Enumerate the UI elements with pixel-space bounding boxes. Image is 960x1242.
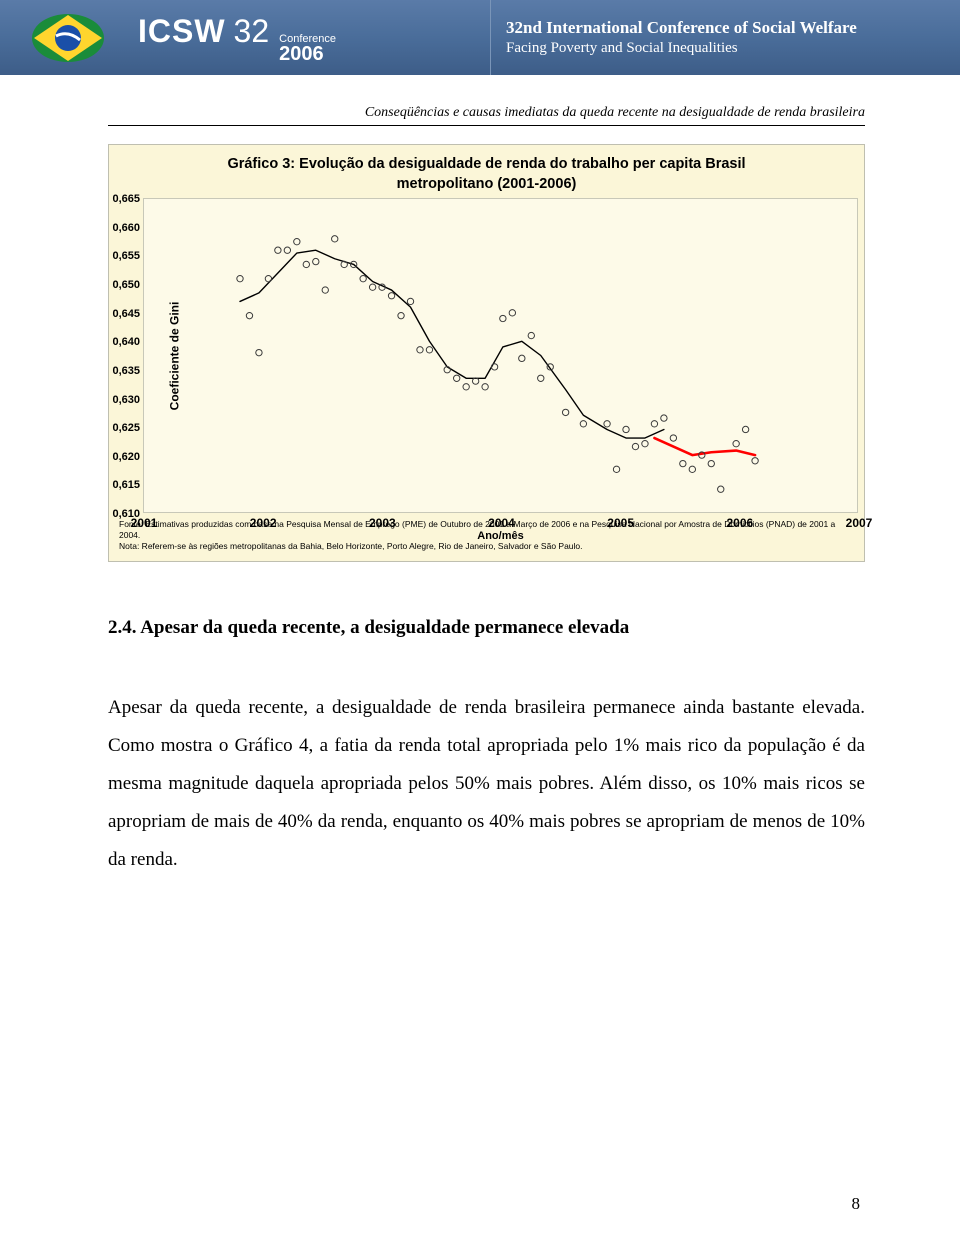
y-tick-label: 0,640 [102,336,140,348]
org-name: ICSW [138,13,226,50]
divider-line [108,125,865,126]
running-head: Conseqüências e causas imediatas da qued… [108,105,865,121]
section-heading: 2.4. Apesar da queda recente, a desigual… [108,617,865,639]
chart-title: Gráfico 3: Evolução da desigualdade de r… [115,155,858,194]
conf-number: 32 [234,13,270,50]
y-tick-label: 0,655 [102,250,140,262]
y-tick-label: 0,630 [102,394,140,406]
y-tick-label: 0,645 [102,308,140,320]
y-tick-label: 0,665 [102,193,140,205]
x-tick-label: 2003 [369,516,396,530]
page-number: 8 [852,1194,861,1214]
brazil-flag-icon [20,8,120,68]
x-tick-label: 2002 [250,516,277,530]
x-tick-label: 2007 [846,516,873,530]
y-tick-label: 0,625 [102,422,140,434]
x-axis-label: Ano/mês [477,530,523,542]
chart-title-line2: metropolitano (2001-2006) [115,175,858,195]
banner-right: 32nd International Conference of Social … [491,0,960,75]
header-banner: ICSW 32 Conference 2006 32nd Internation… [0,0,960,75]
chart-svg [144,199,857,512]
y-tick-label: 0,620 [102,451,140,463]
x-tick-label: 2004 [488,516,515,530]
banner-title: ICSW 32 Conference 2006 [138,13,336,63]
y-tick-label: 0,635 [102,365,140,377]
conf-year: 2006 [279,45,336,63]
chart-plot-area: Coeficiente de Gini Ano/mês 0,6100,6150,… [143,198,858,513]
chart-panel: Gráfico 3: Evolução da desigualdade de r… [108,144,865,562]
x-tick-label: 2005 [607,516,634,530]
x-tick-label: 2001 [131,516,158,530]
conf-theme: Facing Poverty and Social Inequalities [506,40,960,57]
source-line2: Nota: Referem-se às regiões metropolitan… [119,541,854,552]
y-tick-label: 0,660 [102,222,140,234]
conf-fullname: 32nd International Conference of Social … [506,18,960,38]
chart-title-line1: Gráfico 3: Evolução da desigualdade de r… [115,155,858,175]
y-tick-label: 0,615 [102,479,140,491]
banner-left: ICSW 32 Conference 2006 [0,0,490,75]
x-tick-label: 2006 [726,516,753,530]
body-paragraph: Apesar da queda recente, a desigualdade … [108,689,865,879]
y-tick-label: 0,650 [102,279,140,291]
